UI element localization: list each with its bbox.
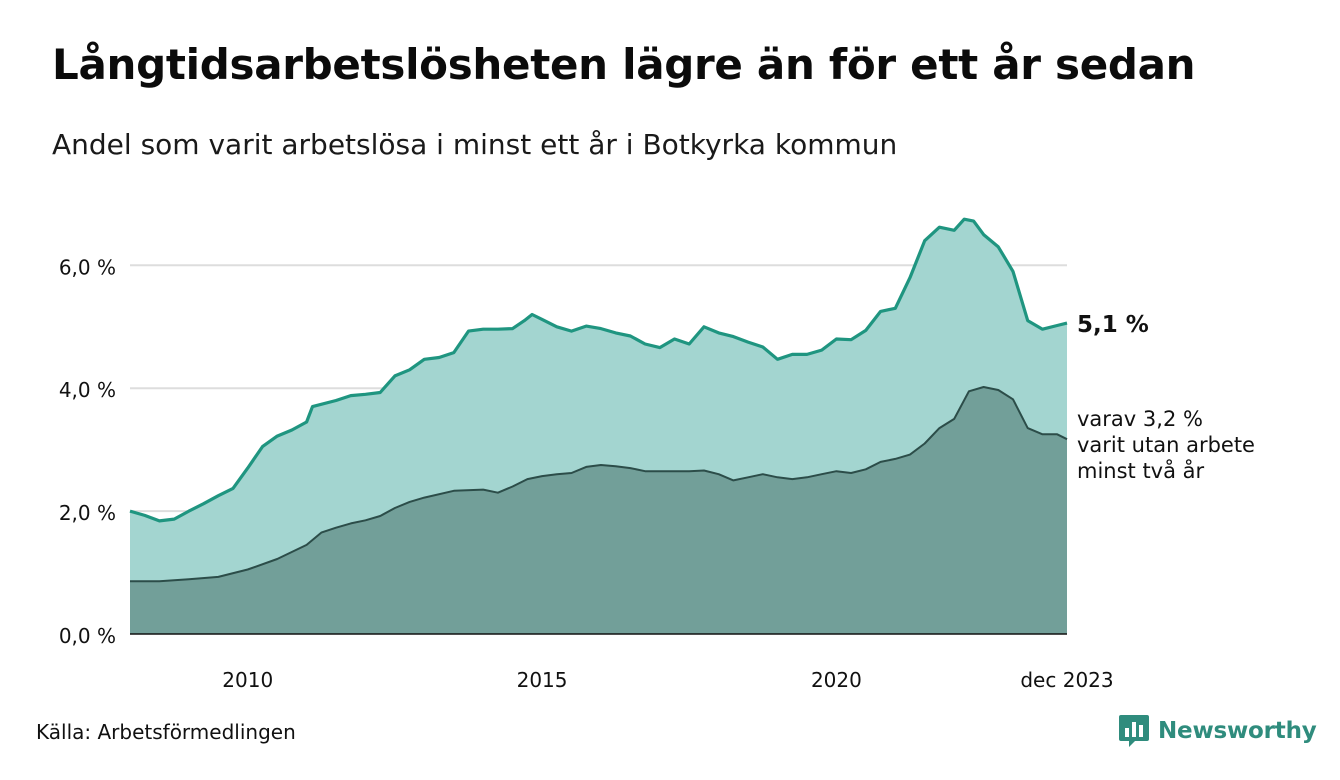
x-tick-label: dec 2023 [1020, 668, 1113, 692]
x-tick-label: 2020 [811, 668, 862, 692]
y-tick-label: 2,0 % [59, 501, 116, 525]
series-area-two-year [130, 387, 1067, 634]
end-label-total: 5,1 % [1077, 312, 1149, 338]
newsworthy-logo-icon [1119, 715, 1149, 747]
x-tick-label: 2015 [517, 668, 568, 692]
end-label-two-year-line: varav 3,2 % [1077, 407, 1203, 431]
end-label-two-year-line: varit utan arbete [1077, 433, 1255, 457]
chart-subtitle: Andel som varit arbetslösa i minst ett å… [52, 128, 898, 161]
y-tick-label: 4,0 % [59, 378, 116, 402]
axes: 0,0 % 2,0 % 4,0 % 6,0 % 2010 2015 2020 dec 2023 [59, 255, 1114, 692]
series-line-total [129, 217, 1068, 523]
chart-area: 0,0 % 2,0 % 4,0 % 6,0 % 2010 2015 2020 dec 2023… [59, 217, 1255, 692]
chart-title: Långtidsarbetslösheten lägre än för ett … [52, 40, 1196, 89]
series-line-two-year [130, 386, 1068, 583]
x-tick-label: 2010 [222, 668, 273, 692]
series-areas [129, 217, 1068, 634]
source-note: Källa: Arbetsförmedlingen [36, 720, 296, 744]
brand-logo: Newsworthy [1118, 713, 1317, 749]
end-label-two-year-line: minst två år [1077, 458, 1205, 483]
y-tick-label: 0,0 % [59, 624, 116, 648]
brand-name: Newsworthy [1158, 718, 1317, 744]
y-tick-label: 6,0 % [59, 255, 116, 279]
